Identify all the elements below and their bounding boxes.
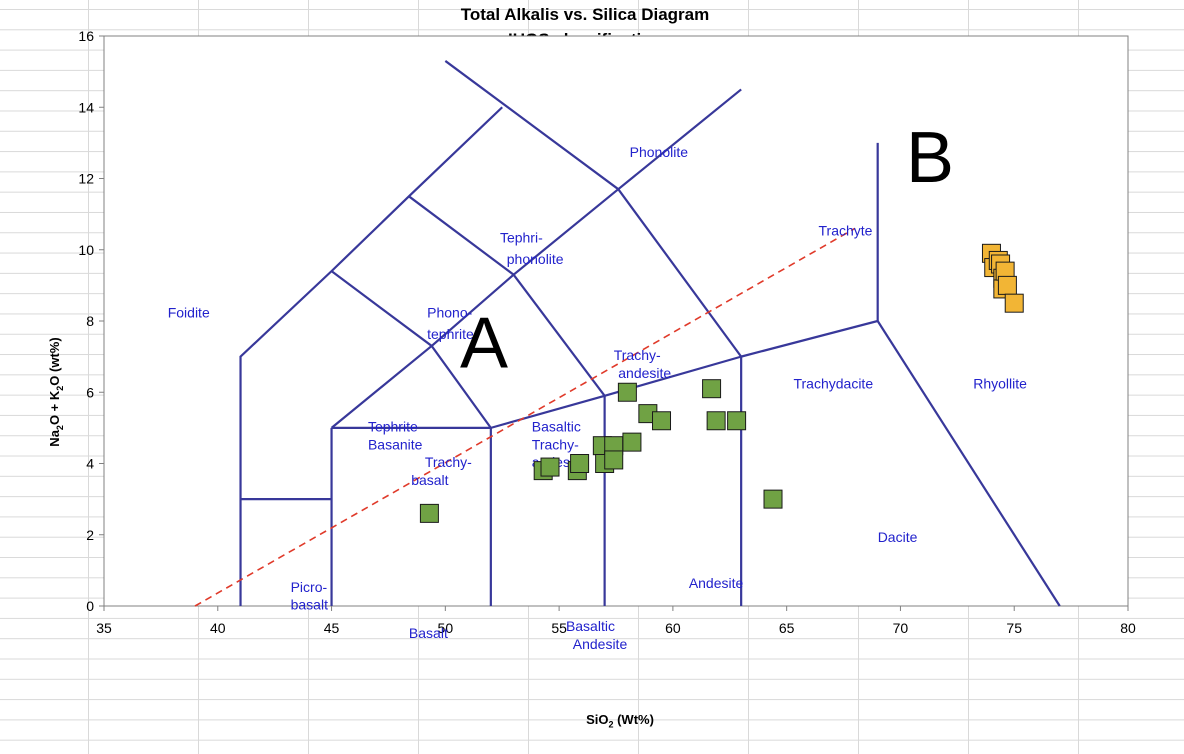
field-label: Trachy-: [425, 454, 472, 470]
data-point: [617, 382, 637, 402]
boundary-line: [512, 274, 606, 397]
field-label: Trachy-: [532, 436, 579, 452]
field-label: Basaltic: [566, 618, 615, 634]
y-tick-label: 6: [86, 384, 94, 400]
x-tick-label: 55: [551, 620, 567, 636]
field-label: Rhyollite: [973, 376, 1027, 392]
field-label: Tephri-: [500, 230, 543, 246]
field-label: Tephrite: [368, 418, 418, 434]
field-label: Andesite: [689, 575, 744, 591]
x-tick-label: 35: [96, 620, 112, 636]
data-point: [997, 275, 1017, 295]
x-tick-label: 60: [665, 620, 681, 636]
y-tick-label: 14: [78, 99, 94, 115]
field-label: basalt: [411, 472, 448, 488]
field-label: Trachydacite: [793, 376, 873, 392]
x-tick-label: 40: [210, 620, 226, 636]
region-label: B: [906, 118, 954, 198]
boundary-line: [617, 188, 743, 358]
field-label: Dacite: [878, 529, 918, 545]
data-point: [540, 457, 560, 477]
field-label: Basalt: [409, 625, 448, 641]
plot-frame: [103, 35, 1129, 607]
x-tick-label: 70: [893, 620, 909, 636]
x-tick-label: 65: [779, 620, 795, 636]
field-label: Picro-: [291, 579, 328, 595]
field-label: andesite: [618, 365, 671, 381]
data-point: [419, 503, 439, 523]
y-tick-label: 0: [86, 598, 94, 614]
field-label: Basanite: [368, 436, 423, 452]
data-point: [604, 450, 624, 470]
data-point: [622, 432, 642, 452]
alkaline-divider-line: [194, 227, 856, 607]
x-tick-label: 75: [1006, 620, 1022, 636]
boundary-line: [444, 60, 619, 191]
y-tick-label: 10: [78, 242, 94, 258]
y-tick-label: 12: [78, 171, 94, 187]
field-label: Phonolite: [630, 144, 689, 160]
data-point: [706, 411, 726, 431]
y-tick-label: 8: [86, 313, 94, 329]
field-label: Foidite: [168, 304, 210, 320]
y-tick-label: 16: [78, 28, 94, 44]
field-label: basalt: [291, 597, 328, 613]
field-label: Phono-: [427, 304, 472, 320]
x-tick-label: 45: [324, 620, 340, 636]
y-tick-label: 2: [86, 527, 94, 543]
x-tick-label: 50: [438, 620, 454, 636]
x-tick-label: 80: [1120, 620, 1136, 636]
data-point: [702, 379, 722, 399]
data-point: [1004, 293, 1024, 313]
field-label: Basaltic: [532, 418, 581, 434]
chart-title: Total Alkalis vs. Silica Diagram: [460, 5, 710, 24]
y-tick-label: 4: [86, 456, 94, 472]
data-point: [652, 411, 672, 431]
data-point: [727, 411, 747, 431]
boundary-line: [408, 195, 515, 276]
region-label: A: [460, 303, 508, 383]
field-label: Andesite: [573, 636, 628, 652]
boundary-line: [330, 344, 492, 429]
field-label: phonolite: [507, 251, 564, 267]
data-point: [570, 454, 590, 473]
x-axis-label: SiO2 (Wt%): [586, 712, 654, 730]
data-point: [763, 489, 783, 509]
field-label: tephrite: [427, 326, 474, 342]
field-label: Trachy-: [614, 347, 661, 363]
y-axis-label: Na2O + K2O (wt%): [47, 337, 65, 447]
boundary-line: [876, 320, 1061, 607]
field-label: Trachyte: [819, 223, 873, 239]
